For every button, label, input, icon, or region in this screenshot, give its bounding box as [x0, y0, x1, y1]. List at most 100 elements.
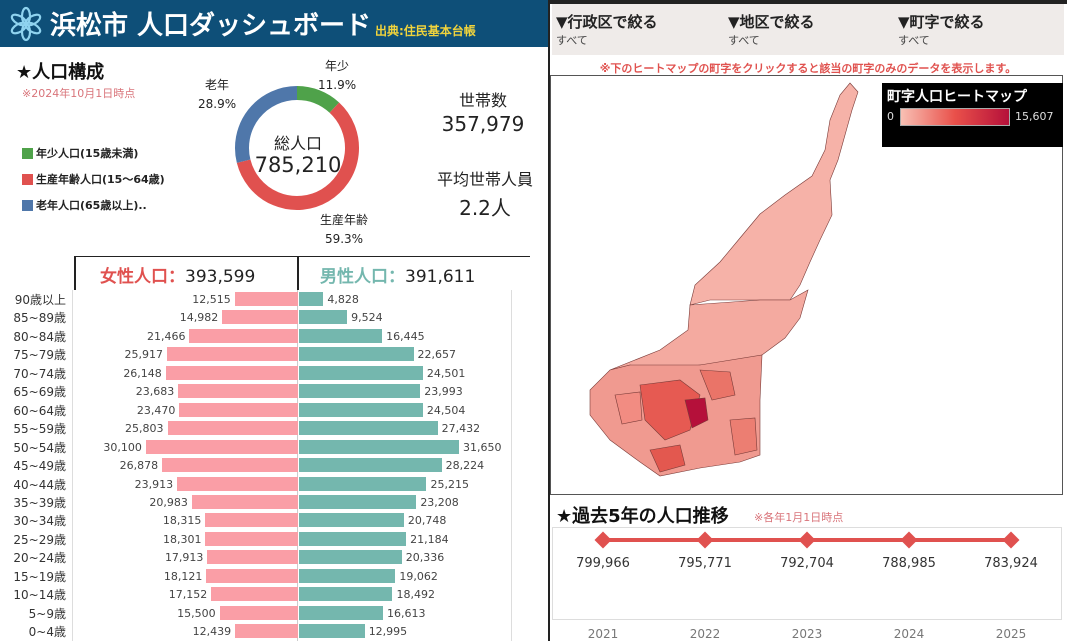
female-value-label: 23,913: [134, 477, 174, 491]
female-bar: [219, 605, 298, 620]
slice-percent: 28.9%: [198, 97, 237, 111]
male-value-label: 20,336: [405, 551, 445, 565]
legend-label: 年少人口(15歳未満): [36, 147, 139, 160]
trend-point[interactable]: [798, 531, 816, 549]
male-bar: [299, 476, 427, 491]
age-group-label: 90歳以上: [14, 293, 66, 307]
female-bar: [207, 550, 298, 565]
male-value-label: 12,995: [368, 625, 408, 639]
trend-point[interactable]: [900, 531, 918, 549]
age-group-label: 15~19歳: [13, 569, 66, 584]
legend-swatch: [22, 199, 33, 211]
households-label: 世帯数: [458, 91, 507, 110]
donut-slice: [235, 86, 298, 163]
legend-swatch: [22, 147, 33, 159]
trend-value-label: 788,985: [882, 556, 936, 571]
pyramid-right-border: [511, 290, 512, 641]
female-value-label: 15,500: [177, 606, 216, 620]
male-value-label: 21,184: [410, 532, 449, 546]
legend-young: 年少人口(15歳未満): [22, 145, 165, 161]
trend-year-label: 2025: [996, 627, 1027, 641]
composition-date-note: ※2024年10月1日時点: [22, 87, 136, 100]
dashboard-title: 浜松市 人口ダッシュボード: [50, 11, 372, 41]
male-bar: [299, 365, 423, 380]
trend-point[interactable]: [1002, 531, 1020, 549]
trend-value-label: 783,924: [984, 556, 1038, 571]
female-bar: [211, 587, 298, 602]
female-value-label: 17,913: [164, 551, 204, 565]
male-bar: [299, 421, 438, 436]
female-bar: [167, 421, 298, 436]
pyramid-left-border: [72, 290, 73, 641]
male-bar: [299, 513, 404, 528]
map-town-east: [729, 417, 758, 456]
female-bar: [162, 458, 298, 473]
female-value-label: 18,121: [163, 569, 203, 583]
heatmap-legend-max: 15,607: [1015, 110, 1054, 123]
filter-district-value[interactable]: すべて: [728, 34, 760, 47]
filter-district-label: ▼地区で絞る: [728, 13, 815, 31]
total-population-label: 総人口: [273, 134, 322, 153]
filter-town-value[interactable]: すべて: [898, 34, 930, 47]
legend-label: 老年人口(65歳以上)..: [36, 199, 147, 212]
male-value: 391,611: [405, 267, 476, 287]
female-bar: [205, 531, 298, 546]
male-bar: [299, 550, 402, 565]
trend-point[interactable]: [696, 531, 714, 549]
top-strip: [550, 0, 1067, 4]
female-value-label: 26,878: [119, 459, 159, 473]
filter-town[interactable]: ▼町字で絞る すべて: [898, 11, 985, 48]
city-logo-icon: [10, 6, 42, 42]
map-town-west: [649, 444, 686, 473]
age-group-label: 10~14歳: [13, 588, 66, 603]
male-value-label: 19,062: [399, 569, 438, 583]
female-bar: [177, 476, 298, 491]
male-bar: [299, 328, 383, 343]
female-value: 393,599: [185, 267, 256, 287]
town-heatmap[interactable]: [550, 75, 1063, 495]
female-value-label: 18,315: [162, 514, 202, 528]
age-group-label: 20~24歳: [13, 551, 66, 566]
age-group-label: 80~84歳: [13, 329, 66, 344]
male-bar: [299, 384, 421, 399]
trend-note: ※各年1月1日時点: [754, 511, 844, 524]
map-town-medium: [699, 369, 736, 401]
male-value-label: 24,504: [426, 403, 466, 417]
female-value-label: 26,148: [123, 366, 162, 380]
male-value-label: 28,224: [445, 459, 485, 473]
female-value-label: 12,439: [192, 625, 232, 639]
header-bar: [0, 0, 550, 47]
male-value-label: 9,524: [351, 311, 383, 325]
female-bar: [165, 365, 298, 380]
male-bar: [299, 458, 442, 473]
trend-point[interactable]: [594, 531, 612, 549]
female-bar: [222, 310, 298, 325]
female-bar: [179, 402, 298, 417]
filter-district[interactable]: ▼地区で絞る すべて: [728, 11, 815, 48]
age-group-label: 30~34歳: [13, 514, 66, 529]
trend-year-label: 2023: [792, 627, 823, 641]
pyramid-header: [74, 256, 530, 290]
age-group-label: 45~49歳: [13, 459, 66, 474]
households-value: 357,979: [441, 112, 525, 136]
composition-title: ★人口構成: [16, 62, 105, 83]
female-value-label: 23,683: [135, 385, 175, 399]
heatmap-gradient: [900, 108, 1010, 126]
panel-divider: [548, 0, 550, 641]
composition-legend: 年少人口(15歳未満) 生産年齢人口(15～64歳) 老年人口(65歳以上)..: [22, 145, 165, 213]
male-bar: [299, 292, 324, 306]
filter-ward-value[interactable]: すべて: [556, 34, 588, 47]
filter-ward-label: ▼行政区で絞る: [556, 13, 658, 31]
map-region-north: [689, 82, 859, 306]
female-value-label: 17,152: [168, 588, 208, 602]
filter-ward[interactable]: ▼行政区で絞る すべて: [556, 11, 658, 48]
filter-town-label: ▼町字で絞る: [898, 13, 985, 31]
female-value-label: 23,470: [136, 403, 176, 417]
female-bar: [205, 513, 298, 528]
male-bar: [299, 568, 396, 583]
male-value-label: 22,657: [417, 348, 457, 362]
female-bar: [145, 439, 298, 454]
donut-slice: [296, 86, 340, 113]
trend-year-label: 2021: [588, 627, 619, 641]
donut-label-young: 年少 11.9%: [318, 57, 356, 95]
